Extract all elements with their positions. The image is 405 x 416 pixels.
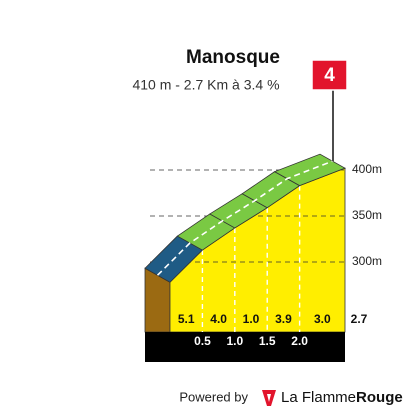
profile-line	[156, 160, 333, 276]
gradient-label: 4.0	[210, 312, 227, 326]
gradient-label: 3.9	[275, 312, 292, 326]
gradient-label: 3.0	[314, 312, 331, 326]
x-tick-label: 2.7	[351, 312, 368, 326]
plot: 300m 350m 400m 5.1 4.0 1.0 3.9 3.0 0.5 1.0 1.5 2.0 2…	[144, 59, 382, 362]
y-tick-label: 350m	[352, 208, 382, 222]
chart-subtitle: 410 m - 2.7 Km à 3.4 %	[132, 77, 279, 93]
y-tick-label: 400m	[352, 162, 382, 176]
brand-bold: Rouge	[356, 389, 403, 406]
brand-regular: La Flamme	[281, 389, 356, 406]
gradient-label: 1.0	[243, 312, 260, 326]
x-tick-label: 2.0	[291, 334, 308, 348]
brand: La FlammeRouge	[281, 389, 403, 406]
x-tick-label: 0.5	[194, 334, 211, 348]
x-tick-label: 1.0	[226, 334, 243, 348]
y-tick-label: 300m	[352, 254, 382, 268]
chart-title: Manosque	[186, 47, 280, 68]
x-tick-label: 1.5	[259, 334, 276, 348]
logo-icon-inner	[267, 394, 271, 402]
flag	[311, 59, 348, 91]
gradient-segment	[273, 153, 346, 187]
category-label: 4	[324, 65, 335, 86]
gradient-label: 5.1	[178, 312, 195, 326]
distance-band	[145, 332, 345, 362]
powered-by: Powered by	[179, 389, 248, 404]
